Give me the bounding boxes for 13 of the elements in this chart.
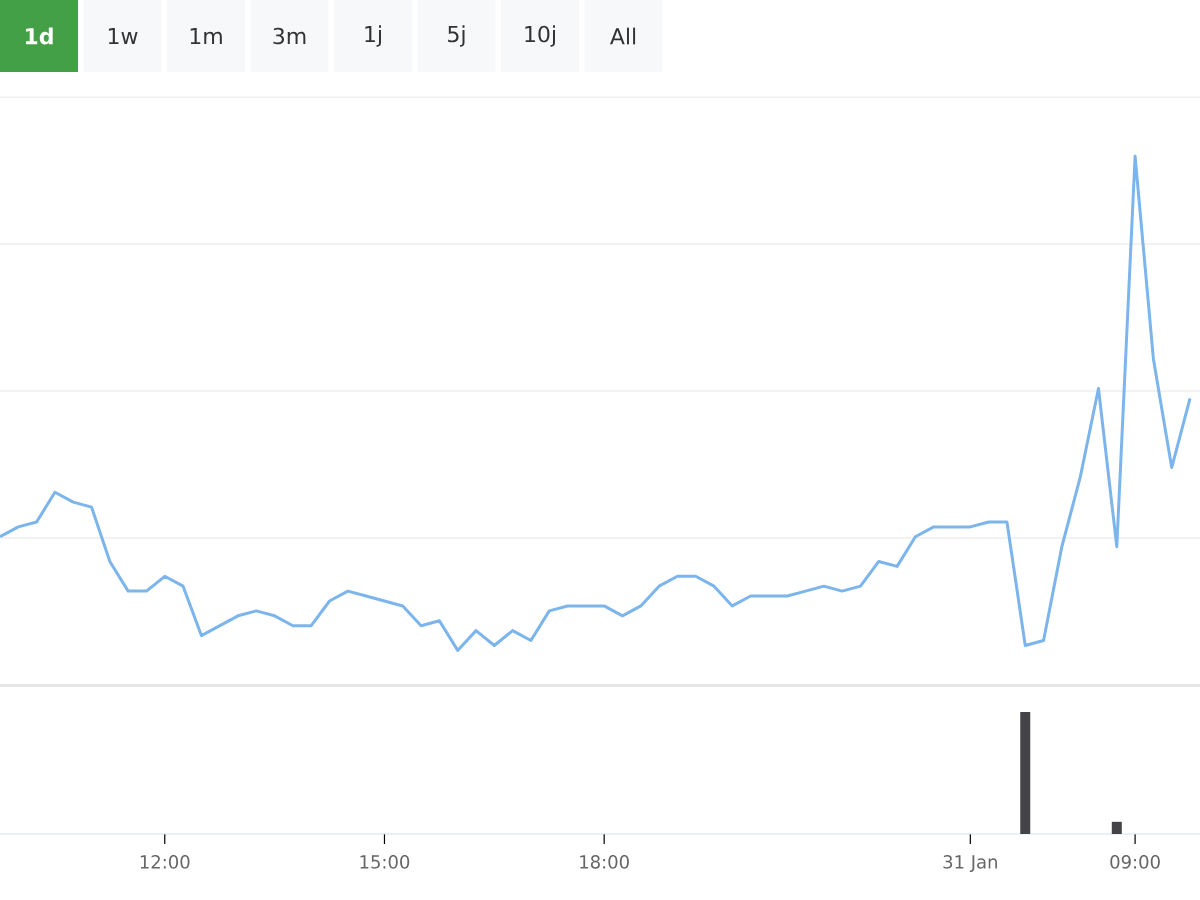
text: 1j bbox=[365, 25, 381, 47]
text: 1d bbox=[25, 27, 53, 45]
text: 10j bbox=[525, 25, 555, 47]
text: 3m bbox=[273, 27, 306, 45]
text: 1m bbox=[190, 27, 222, 45]
x-tick-label: 18:00 bbox=[580, 855, 629, 869]
x-tick-label: 31 Jan bbox=[943, 855, 997, 873]
text: 5j bbox=[448, 25, 465, 47]
x-tick-label: 09:00 bbox=[1110, 855, 1160, 869]
text: All bbox=[610, 27, 636, 45]
x-tick-label: 15:00 bbox=[360, 855, 410, 869]
x-tick-label: 12:00 bbox=[140, 855, 190, 869]
text: 1w bbox=[108, 27, 138, 45]
